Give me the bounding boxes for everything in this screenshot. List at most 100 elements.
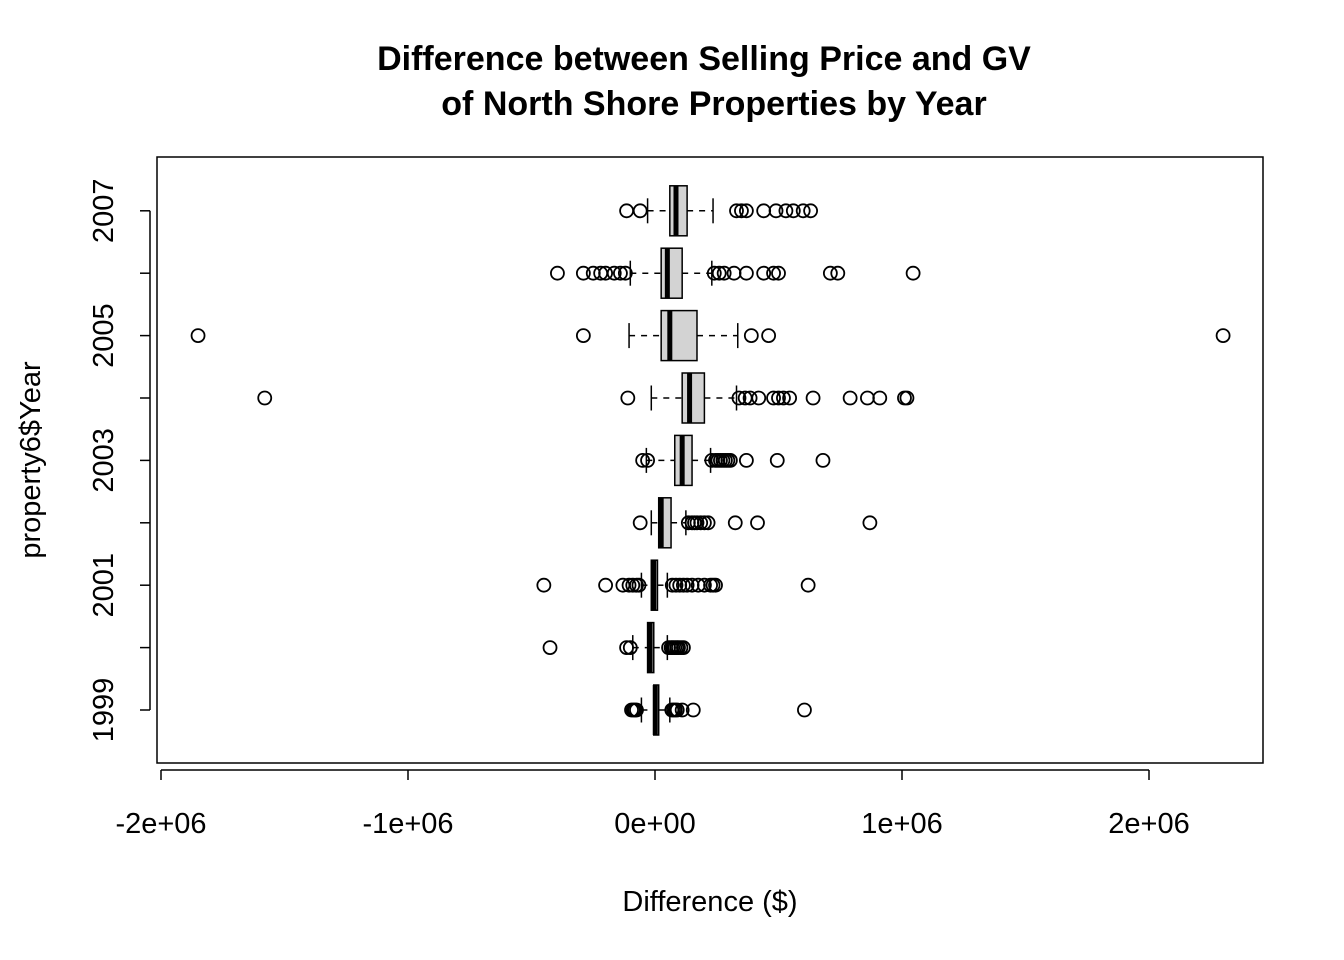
y-tick-label: 2007 (88, 179, 120, 244)
outlier-point (776, 390, 791, 406)
outlier-point (585, 265, 601, 281)
outlier-point (830, 265, 846, 281)
outlier-point (664, 577, 680, 593)
x-tick-label: 1e+06 (861, 808, 942, 840)
outlier-point (795, 203, 811, 219)
outlier-point (700, 515, 716, 531)
outlier-point (706, 265, 722, 281)
outlier-point (257, 390, 273, 406)
plot-frame (156, 156, 1264, 764)
outlier-point (800, 577, 816, 593)
iqr-box (660, 247, 683, 299)
x-tick-label: 0e+00 (614, 808, 695, 840)
outlier-point (899, 390, 915, 406)
box-2006 (550, 247, 921, 299)
outlier-point (617, 265, 633, 281)
box-2007 (619, 185, 819, 237)
outlier-point (751, 390, 767, 406)
outlier-point (669, 702, 685, 718)
outlier-point (785, 203, 801, 219)
outlier-point (711, 265, 727, 281)
outlier-point (769, 452, 785, 468)
outlier-point (620, 390, 636, 406)
y-tick-label: 2001 (88, 553, 120, 618)
box-1999 (624, 684, 812, 736)
outlier-point (766, 390, 781, 406)
outlier-point (676, 640, 691, 655)
outlier-point (575, 265, 591, 281)
x-tick-label: -1e+06 (362, 808, 453, 840)
outlier-point (640, 452, 655, 468)
outlier-point (778, 203, 794, 219)
outlier-point (635, 452, 651, 468)
outlier-point (542, 640, 558, 655)
chart-title-line-1: Difference between Selling Price and GV (377, 40, 1031, 78)
y-tick-label: 1999 (88, 678, 120, 743)
outlier-point (726, 265, 742, 281)
outlier-point (632, 515, 648, 531)
outlier-point (743, 328, 759, 344)
outlier-point (768, 203, 784, 219)
outlier-point (738, 265, 754, 281)
y-tick-label: 2005 (88, 303, 120, 368)
outlier-point (676, 577, 691, 593)
outlier-point (761, 328, 777, 344)
outlier-point (797, 702, 812, 718)
outlier-point (536, 577, 552, 593)
outlier-point (738, 452, 754, 468)
outlier-point (606, 265, 622, 281)
outlier-point (550, 265, 565, 281)
outlier-point (668, 577, 684, 593)
outlier-point (738, 203, 754, 219)
outlier-point (190, 328, 206, 344)
outlier-point (862, 515, 878, 531)
outlier-point (674, 702, 690, 718)
outlier-point (822, 265, 838, 281)
outlier-point (1215, 328, 1231, 344)
outlier-point (621, 577, 637, 593)
outlier-point (766, 265, 781, 281)
outlier-point (750, 515, 765, 531)
outlier-point (722, 452, 738, 468)
outlier-point (619, 640, 634, 655)
outlier-point (771, 390, 786, 406)
outlier-point (815, 452, 831, 468)
x-tick-label: 2e+06 (1108, 808, 1189, 840)
outlier-point (872, 390, 888, 406)
y-tick-label: 2003 (88, 428, 120, 493)
box-2005 (190, 309, 1231, 362)
outlier-point (803, 203, 819, 219)
outlier-point (734, 203, 749, 219)
outlier-point (598, 577, 613, 593)
outlier-point (756, 265, 772, 281)
outlier-point (622, 640, 638, 655)
outlier-point (631, 577, 647, 593)
outlier-point (598, 265, 613, 281)
iqr-box (660, 309, 698, 362)
outlier-point (860, 390, 875, 406)
box-2001 (536, 559, 816, 611)
x-tick-label: -2e+06 (115, 808, 206, 840)
x-axis-label: Difference ($) (622, 886, 797, 918)
outlier-point (742, 390, 758, 406)
outlier-point (575, 328, 591, 344)
outlier-point (771, 265, 786, 281)
iqr-box (681, 372, 706, 424)
outlier-point (689, 515, 705, 531)
box-2002 (632, 497, 878, 549)
outlier-point (697, 577, 712, 593)
outlier-point (632, 203, 648, 219)
outlier-point (693, 515, 709, 531)
box-2000 (542, 621, 691, 674)
x-axis: -2e+06 -1e+06 0e+00 1e+06 2e+06 (115, 769, 1190, 840)
outlier-point (905, 265, 921, 281)
outlier-point (697, 515, 712, 531)
outlier-point (625, 577, 641, 593)
outlier-point (756, 203, 772, 219)
outlier-point (731, 390, 747, 406)
outlier-point (782, 390, 798, 406)
outlier-point (805, 390, 821, 406)
outlier-point (729, 203, 744, 219)
outlier-point (679, 577, 695, 593)
box-2004 (257, 372, 915, 424)
